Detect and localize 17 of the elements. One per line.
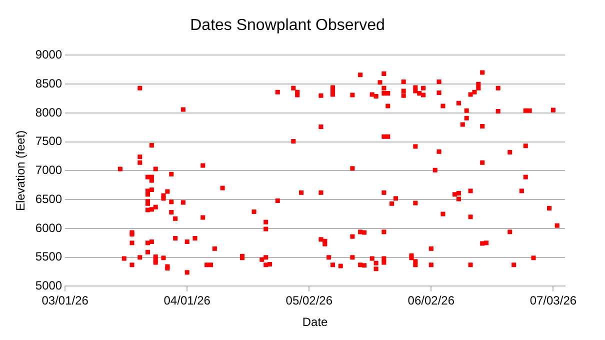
x-axis-title: Date (302, 315, 328, 330)
y-axis-title: Elevation (feet) (14, 130, 28, 212)
x-tick-label: 07/03/26 (530, 294, 577, 308)
x-tick-label: 03/01/26 (42, 294, 89, 308)
x-tick-label: 05/02/26 (286, 294, 333, 308)
y-tick-label: 5000 (35, 278, 62, 293)
x-tick-label: 06/02/26 (408, 294, 455, 308)
y-tick-label: 7000 (35, 163, 62, 178)
y-tick-label: 7500 (35, 134, 62, 148)
y-tick-label: 8000 (35, 105, 62, 120)
y-tick-label: 8500 (35, 76, 62, 90)
y-tick-label: 5500 (35, 250, 62, 264)
x-tick-label: 04/01/26 (164, 294, 211, 308)
chart-title: Dates Snowplant Observed (190, 17, 385, 34)
y-tick-label: 6000 (35, 220, 62, 235)
y-tick-label: 6500 (35, 192, 62, 206)
y-tick-label: 9000 (35, 48, 62, 62)
